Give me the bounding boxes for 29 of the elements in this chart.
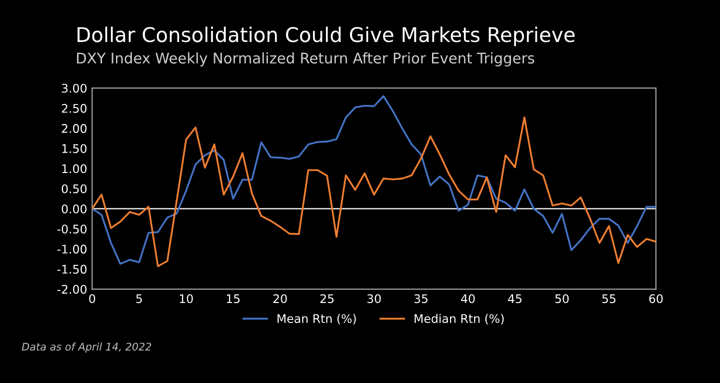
x-tick-label: 60: [649, 294, 663, 304]
chart-title: Dollar Consolidation Could Give Markets Reprieve: [78, 26, 575, 46]
y-tick-label: -0.50: [57, 224, 87, 234]
legend-label: Median Rtn (%): [414, 314, 504, 324]
x-tick-label: 35: [414, 294, 428, 304]
y-tick-label: 2.00: [62, 124, 87, 133]
chart-subtitle: DXY Index Weekly Normalized Return After Prior Event Triggers: [77, 52, 534, 66]
x-tick-label: 25: [320, 294, 334, 304]
x-tick-label: 50: [555, 294, 569, 304]
x-tick-label: 15: [226, 294, 240, 304]
x-tick-label: 55: [602, 294, 616, 304]
x-tick-label: 20: [273, 294, 287, 304]
text: Data as of April 14, 2022: [22, 342, 152, 353]
x-tick-label: 10: [180, 294, 193, 304]
x-tick-label: 40: [461, 294, 475, 304]
y-tick-label: 1.50: [62, 144, 87, 154]
legend-label: Mean Rtn (%): [278, 314, 356, 324]
y-tick-label: 0.50: [62, 184, 87, 194]
y-tick-label: -1.00: [57, 244, 87, 254]
x-tick-label: 0: [89, 294, 96, 304]
y-tick-label: 1.00: [62, 164, 87, 174]
x-tick-label: 30: [367, 294, 381, 304]
x-tick-label: 5: [136, 294, 142, 304]
y-tick-label: 0.00: [62, 204, 87, 214]
y-tick-label: -2.00: [57, 284, 87, 294]
y-tick-label: 2.50: [62, 104, 87, 113]
x-tick-label: 45: [508, 294, 522, 304]
y-tick-label: -1.50: [57, 264, 87, 274]
y-tick-label: 3.00: [62, 84, 87, 93]
